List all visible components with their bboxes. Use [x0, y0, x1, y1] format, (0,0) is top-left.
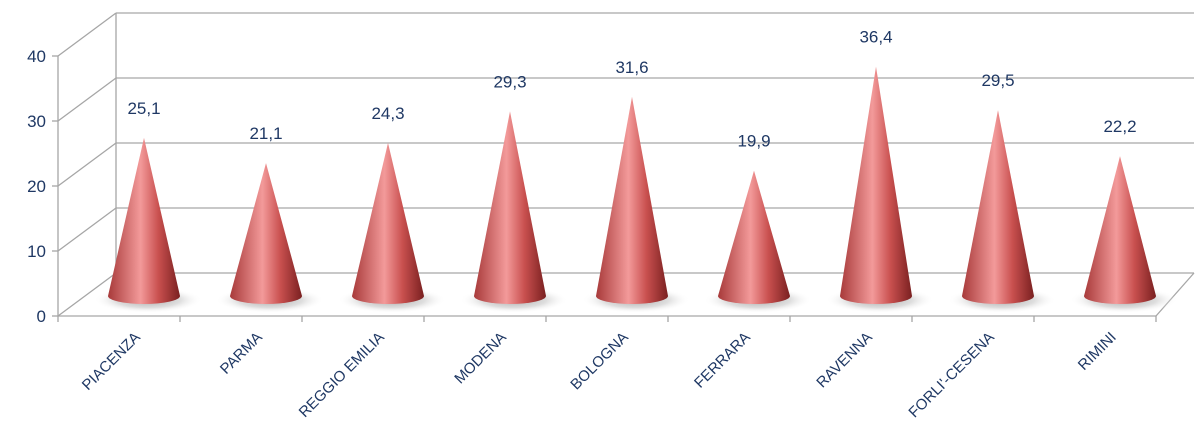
category-label: RAVENNA — [813, 329, 876, 392]
category-label: REGGIO EMILIA — [296, 329, 388, 421]
data-label: 29,5 — [981, 71, 1014, 90]
cone-layer — [108, 66, 1156, 305]
data-label: 36,4 — [859, 28, 892, 47]
category-label: MODENA — [451, 329, 510, 388]
category-label: RIMINI — [1075, 329, 1120, 374]
category-label: FORLI'-CESENA — [905, 329, 997, 421]
gridline-depth — [57, 142, 117, 187]
data-label: 22,2 — [1103, 117, 1136, 136]
y-tick-label: 10 — [27, 242, 46, 261]
cone-bar — [1084, 156, 1156, 304]
data-label: 21,1 — [249, 124, 282, 143]
category-label: PARMA — [217, 329, 266, 378]
cone-bar — [840, 66, 912, 305]
data-label: 29,3 — [493, 72, 526, 91]
axis-layer: 0 10 20 30 40 — [27, 47, 1195, 326]
grid-layer — [57, 12, 1194, 317]
y-tick-label: 0 — [37, 307, 46, 326]
gridline-depth — [57, 272, 117, 317]
category-label: BOLOGNA — [567, 329, 631, 393]
category-label: PIACENZA — [79, 329, 144, 394]
cone-bar — [474, 111, 546, 304]
gridline-depth — [57, 77, 117, 122]
cone-bar — [596, 96, 668, 304]
cone-bar — [718, 170, 790, 304]
y-tick-label: 20 — [27, 177, 46, 196]
data-label: 31,6 — [615, 58, 648, 77]
cone-bar — [108, 137, 180, 304]
y-tick-label: 30 — [27, 112, 46, 131]
cone-bar — [962, 110, 1034, 305]
gridline-depth — [57, 12, 117, 57]
gridline-depth — [57, 207, 117, 252]
data-label: 24,3 — [371, 104, 404, 123]
y-tick-label: 40 — [27, 47, 46, 66]
data-label: 25,1 — [127, 99, 160, 118]
cone-bar — [352, 142, 424, 304]
cone-bar — [230, 163, 302, 304]
category-label: FERRARA — [691, 329, 754, 392]
data-label: 19,9 — [737, 132, 770, 151]
